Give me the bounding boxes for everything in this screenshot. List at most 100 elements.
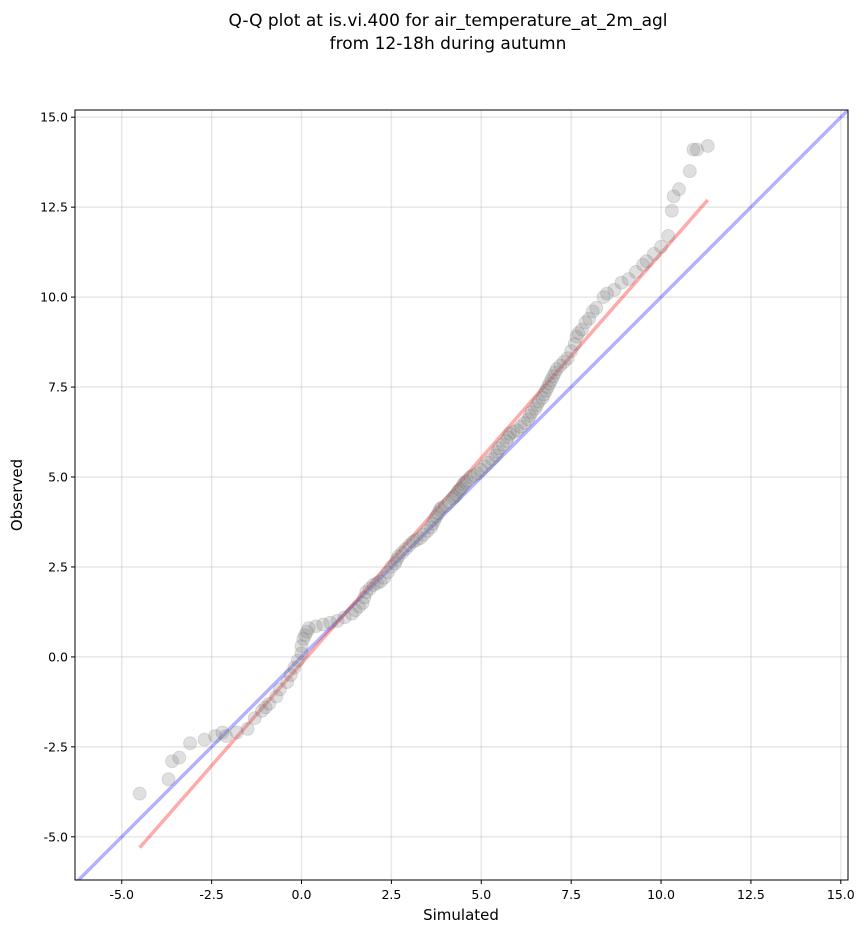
data-point [380,565,395,580]
data-point [564,344,579,359]
data-point [547,365,562,380]
data-point [549,362,564,377]
data-point [495,437,510,452]
data-point [535,390,550,405]
data-point [316,617,331,632]
y-tick-label: 7.5 [48,380,68,395]
data-point [420,523,435,538]
data-point [262,696,277,711]
x-tick-label: 10.0 [647,887,675,902]
data-point [183,736,198,751]
x-tick-label: 0.0 [292,887,312,902]
data-point [172,750,187,765]
data-point [352,599,367,614]
x-tick-label: 7.5 [561,887,581,902]
data-point [449,488,464,502]
y-tick-label: 12.5 [40,200,68,215]
x-tick-label: 12.5 [737,887,765,902]
data-point [395,545,410,560]
data-point [686,142,701,157]
data-point [229,725,244,740]
fit-line [138,198,710,849]
data-point [607,282,622,297]
data-point [531,394,546,409]
y-tick-label: -2.5 [44,739,68,754]
y-tick-label: 10.0 [40,290,68,305]
data-point [654,239,669,254]
data-point [569,329,584,344]
data-point [254,703,269,718]
data-point [165,754,180,769]
data-point [488,448,503,463]
data-point [445,491,460,506]
data-point [524,405,539,420]
data-point [459,473,474,488]
data-point [672,182,687,197]
data-point [373,574,388,589]
data-point [522,408,537,423]
data-point [413,531,428,546]
data-point [438,498,453,513]
data-point [427,513,442,528]
data-point [450,484,465,499]
data-point [454,480,469,495]
data-point [308,619,323,634]
x-axis-ticks: -5.0 -2.5 0.0 2.5 5.0 7.5 10.0 12.5 15.0 [110,880,855,902]
data-point [301,621,316,636]
data-point [600,286,615,301]
data-point [362,581,377,596]
reference-lines [76,110,848,880]
data-point [571,326,586,341]
x-tick-label: -2.5 [199,887,223,902]
data-point [197,732,212,747]
data-point [661,228,676,243]
x-tick-label: 15.0 [827,887,855,902]
data-point [337,610,352,625]
data-point [517,416,532,431]
data-point [578,315,593,330]
plot-frame [74,109,849,881]
chart-title-line1: Q-Q plot at is.vi.400 for air_temperatur… [228,11,667,31]
data-point [357,590,372,605]
data-point [416,527,431,542]
data-point [477,459,492,474]
data-point [499,434,514,449]
data-point [434,500,449,515]
data-points [132,138,715,801]
x-tick-label: -5.0 [110,887,134,902]
data-point [298,628,313,643]
data-point [283,667,298,682]
data-point [574,322,589,337]
data-point [441,495,456,510]
data-point [287,660,302,675]
data-point [628,264,643,279]
data-point [589,300,604,315]
data-point [432,502,447,517]
data-point [585,304,600,319]
data-point [513,419,528,434]
y-axis-ticks: -5.0 -2.5 0.0 2.5 5.0 7.5 10.0 12.5 15.0 [40,110,75,844]
y-tick-label: -5.0 [44,829,68,844]
data-point [377,570,392,585]
data-point [636,257,651,272]
data-point [582,311,597,326]
data-point [219,729,234,744]
data-point [296,631,311,646]
data-point [447,489,462,504]
data-point [389,552,404,567]
data-point [689,142,704,157]
x-tick-label: 2.5 [381,887,401,902]
data-point [398,541,413,556]
y-tick-label: 0.0 [48,649,68,664]
grid [75,110,848,880]
data-point [614,275,629,290]
data-point [359,585,374,600]
data-point [646,246,661,261]
data-point [290,653,305,668]
data-point [537,387,552,402]
data-point [463,470,478,485]
data-point [528,401,543,416]
data-point [215,725,230,740]
data-point [530,398,545,413]
identity-line [76,110,848,880]
